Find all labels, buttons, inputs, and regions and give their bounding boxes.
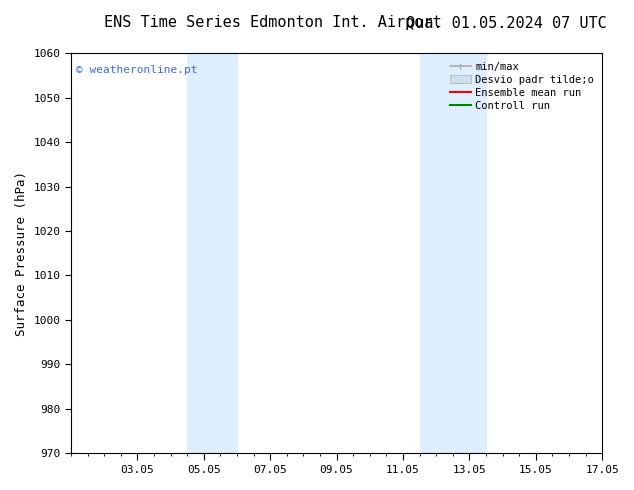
Legend: min/max, Desvio padr tilde;o, Ensemble mean run, Controll run: min/max, Desvio padr tilde;o, Ensemble m… [447,58,597,114]
Y-axis label: Surface Pressure (hPa): Surface Pressure (hPa) [15,171,28,336]
Text: © weatheronline.pt: © weatheronline.pt [76,65,198,75]
Bar [187,53,237,453]
Text: ENS Time Series Edmonton Int. Airport: ENS Time Series Edmonton Int. Airport [104,15,442,30]
Bar [420,53,486,453]
Text: Qua. 01.05.2024 07 UTC: Qua. 01.05.2024 07 UTC [406,15,607,30]
